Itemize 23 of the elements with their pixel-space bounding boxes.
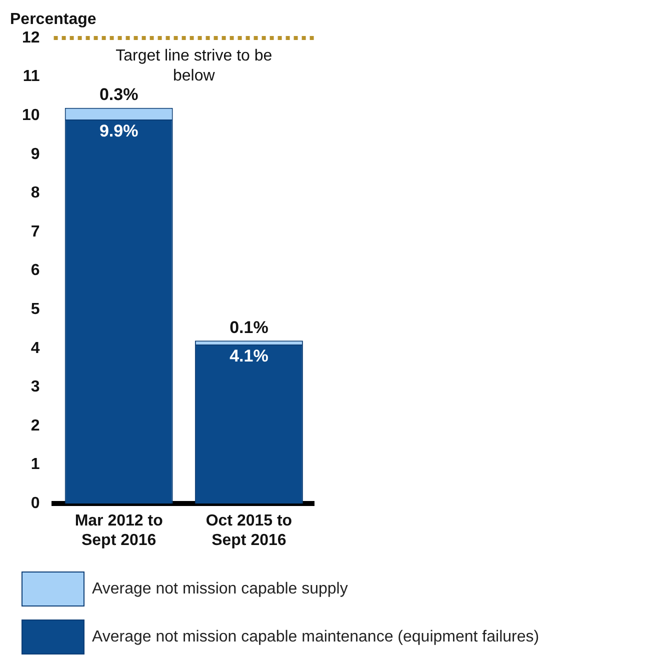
y-axis-title: Percentage (10, 11, 96, 28)
y-tick-label: 9 (30, 146, 40, 163)
y-tick-label: 2 (30, 417, 40, 434)
data-label: 4.1% (230, 346, 268, 366)
data-label: 9.9% (99, 122, 138, 141)
y-tick-label: 0 (30, 495, 40, 512)
y-tick-label: 11 (22, 68, 40, 86)
y-tick-label: 3 (30, 378, 40, 396)
y-tick-label: 6 (30, 262, 40, 280)
y-tick-label: 1 (30, 456, 40, 474)
data-label: 0.3% (99, 85, 138, 104)
legend-label: Average not mission capable supply (92, 580, 348, 598)
y-tick-label: 7 (30, 223, 40, 240)
y-tick-label: 12 (22, 29, 40, 46)
data-label: 0.1% (230, 318, 268, 337)
x-tick-label: Mar 2012 to Sept 2016 (74, 512, 164, 549)
x-tick-label: Oct 2015 to Sept 2016 (206, 512, 292, 549)
y-tick-label: 5 (30, 301, 40, 318)
y-tick-label: 10 (22, 107, 40, 124)
y-tick-label: 8 (30, 184, 40, 202)
legend-label: Average not mission capable maintenance (equipment failures) (92, 628, 540, 646)
ref-line-label: Target line strive to be below (116, 47, 272, 84)
y-tick-label: 4 (30, 340, 40, 357)
